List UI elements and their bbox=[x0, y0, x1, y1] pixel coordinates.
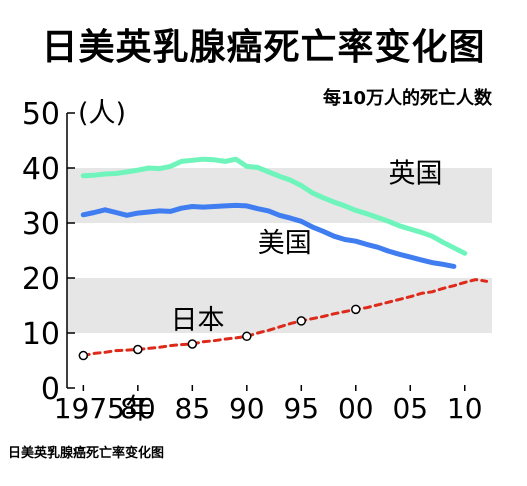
page-title: 日美英乳腺癌死亡率变化图 bbox=[41, 27, 486, 68]
y-tick-label: 0 bbox=[41, 372, 60, 407]
x-tick-label: 85 bbox=[175, 392, 211, 425]
data-point-marker bbox=[296, 316, 307, 326]
series-label-us: 美国 bbox=[258, 228, 312, 259]
y-tick-label: 40 bbox=[22, 152, 60, 187]
y-tick-label: 20 bbox=[22, 262, 60, 297]
data-point-marker bbox=[78, 350, 89, 361]
series-label-jp: 日本 bbox=[171, 305, 225, 336]
x-tick-label: 10 bbox=[447, 392, 483, 425]
series-line-2 bbox=[81, 278, 489, 358]
series-markers bbox=[78, 304, 361, 361]
footer-caption: 日美英乳腺癌死亡率变化图 bbox=[8, 446, 165, 461]
y-tick-label: 50 bbox=[22, 97, 60, 132]
x-tick-label: 90 bbox=[229, 392, 265, 425]
series-line-1 bbox=[80, 202, 457, 269]
series-lines bbox=[80, 156, 489, 358]
data-point-marker bbox=[351, 304, 361, 315]
y-tick-label: 10 bbox=[22, 317, 60, 352]
series-line-0 bbox=[80, 156, 468, 256]
data-point-marker bbox=[187, 339, 198, 349]
x-tick-label: 05 bbox=[392, 392, 428, 425]
data-point-marker bbox=[133, 344, 143, 355]
chart-subtitle: 每10万人的死亡人数 bbox=[323, 87, 493, 109]
x-tick-label: 80 bbox=[120, 392, 156, 425]
y-tick-label: 30 bbox=[22, 207, 60, 242]
x-tick-label: 1975年 bbox=[54, 392, 153, 425]
band-0 bbox=[67, 278, 492, 333]
data-point-marker bbox=[242, 331, 252, 342]
shaded-bands bbox=[67, 168, 492, 333]
x-tick-label: 95 bbox=[283, 392, 319, 425]
x-tick-label: 00 bbox=[338, 392, 374, 425]
y-ticks: 0 10 20 30 40 50 bbox=[22, 97, 75, 407]
y-axis-unit-label: (人) bbox=[78, 98, 126, 129]
series-label-uk: 英国 bbox=[388, 158, 442, 189]
